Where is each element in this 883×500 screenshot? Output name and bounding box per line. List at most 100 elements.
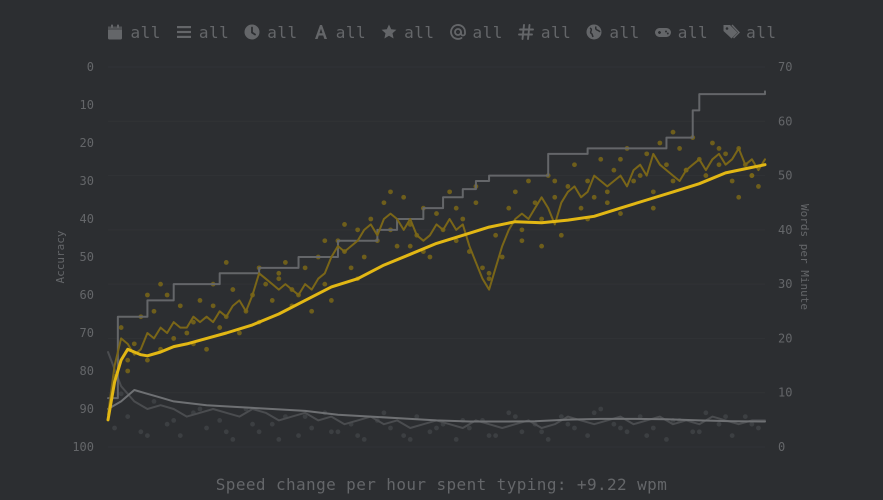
- filter-numbers[interactable]: all: [517, 23, 571, 42]
- filter-date-label: all: [130, 22, 161, 42]
- acc_points-point: [539, 429, 545, 435]
- acc_points-point: [729, 433, 735, 438]
- wpm_points-point: [282, 260, 288, 265]
- left-tick-3: 30: [80, 174, 94, 188]
- wpm_points-point: [591, 194, 597, 200]
- wpm_points-point: [322, 281, 328, 287]
- right-tick-1: 10: [778, 386, 792, 400]
- acc_points-point: [427, 429, 433, 435]
- filter-language-label: all: [609, 22, 640, 42]
- filter-tags-label: all: [746, 22, 777, 42]
- list-icon: [175, 23, 193, 41]
- gamepad-icon: [654, 23, 672, 41]
- filter-star-label: all: [404, 22, 435, 42]
- series-lines: [106, 90, 767, 429]
- wpm_points-point: [322, 238, 328, 244]
- acc_points-point: [585, 433, 591, 438]
- filter-date[interactable]: all: [106, 23, 160, 42]
- acc_points-point: [401, 433, 407, 438]
- wpm_points-point: [756, 184, 761, 189]
- acc_points-point: [118, 391, 124, 397]
- wpm_points-point: [217, 325, 223, 330]
- filter-mode[interactable]: all: [175, 23, 229, 42]
- filter-bar: all all all all all all all: [0, 18, 883, 46]
- wpm_points-point: [631, 178, 636, 184]
- acc_points-point: [650, 425, 656, 431]
- wpm_points-point: [519, 227, 525, 233]
- filter-tags[interactable]: all: [722, 23, 776, 42]
- acc_points-point: [598, 406, 604, 412]
- wpm_points-point: [710, 140, 715, 146]
- acc_points-point: [591, 410, 597, 416]
- acc_avg10-line: [107, 351, 766, 429]
- wpm_points-point: [532, 200, 538, 206]
- filter-language[interactable]: all: [585, 23, 639, 42]
- left-tick-4: 40: [80, 212, 94, 226]
- wpm_points-point: [184, 330, 190, 336]
- clock-icon: [243, 23, 261, 41]
- acc_points-point: [112, 425, 117, 431]
- globe-icon: [585, 23, 603, 41]
- wpm_points-point: [552, 178, 558, 184]
- star-icon: [380, 23, 398, 41]
- scatter-points: [112, 129, 761, 442]
- acc_points-point: [558, 414, 564, 419]
- filter-time-label: all: [267, 22, 298, 42]
- y-axis-label-left: Accuracy: [54, 230, 67, 283]
- y-axis-label-right: Words per Minute: [798, 204, 811, 310]
- right-axis-ticks: 0 10 20 30 40 50 60 70: [778, 60, 792, 454]
- wpm_points-point: [342, 222, 347, 227]
- acc_points-point: [749, 421, 755, 427]
- wpm_points-point: [151, 308, 157, 314]
- wpm_points-point: [125, 368, 131, 374]
- filter-time[interactable]: all: [243, 23, 297, 42]
- filter-numbers-label: all: [540, 22, 572, 42]
- acc_points-point: [486, 433, 492, 438]
- wpm_points-point: [519, 238, 525, 244]
- wpm_points-point: [618, 211, 623, 216]
- acc_points-point: [611, 421, 617, 427]
- wpm_points-point: [361, 254, 367, 260]
- acc_points-point: [217, 418, 223, 423]
- acc_points-point: [171, 418, 177, 423]
- wpm_points-point: [716, 162, 722, 168]
- left-tick-10: 100: [72, 440, 94, 454]
- hash-icon: [517, 23, 535, 41]
- wpm_points-point: [118, 325, 124, 330]
- acc_points-point: [703, 410, 709, 416]
- filter-punctuation[interactable]: all: [449, 23, 503, 42]
- acc_points-point: [145, 433, 150, 438]
- wpm_points-point: [552, 194, 558, 200]
- wpm_points-point: [618, 156, 623, 162]
- wpm_points-point: [506, 205, 512, 211]
- filter-font[interactable]: all: [312, 23, 366, 42]
- acc_points-point: [545, 437, 551, 442]
- filter-punctuation-label: all: [472, 22, 503, 42]
- wpm_points-point: [650, 189, 656, 195]
- wpm_points-point: [604, 200, 610, 206]
- wpm_points-point: [223, 260, 229, 265]
- left-tick-1: 10: [80, 98, 94, 112]
- speed-change-text: Speed change per hour spent typing: +9.2…: [215, 475, 668, 494]
- pb-line: [107, 90, 766, 400]
- wpm_points-point: [381, 200, 387, 206]
- left-tick-9: 90: [80, 402, 94, 416]
- wpm_points-point: [453, 205, 459, 211]
- wpm_points-point: [453, 238, 459, 244]
- wpm_points-point: [158, 281, 163, 287]
- wpm_points-point: [565, 184, 571, 189]
- wpm_points-point: [328, 298, 334, 303]
- wpm_points-point: [486, 276, 492, 282]
- wpm_points-point: [585, 178, 591, 184]
- wpm_points-point: [670, 178, 676, 184]
- acc_points-point: [381, 410, 387, 416]
- acc_points-point: [328, 429, 334, 435]
- acc_points-point: [177, 433, 183, 438]
- acc_points-point: [296, 433, 301, 438]
- filter-funbox[interactable]: all: [654, 23, 708, 42]
- grid: [108, 66, 765, 448]
- acc_points-point: [506, 410, 512, 416]
- filter-star[interactable]: all: [380, 23, 434, 42]
- left-tick-2: 20: [80, 136, 94, 150]
- wpm_points-point: [558, 232, 564, 238]
